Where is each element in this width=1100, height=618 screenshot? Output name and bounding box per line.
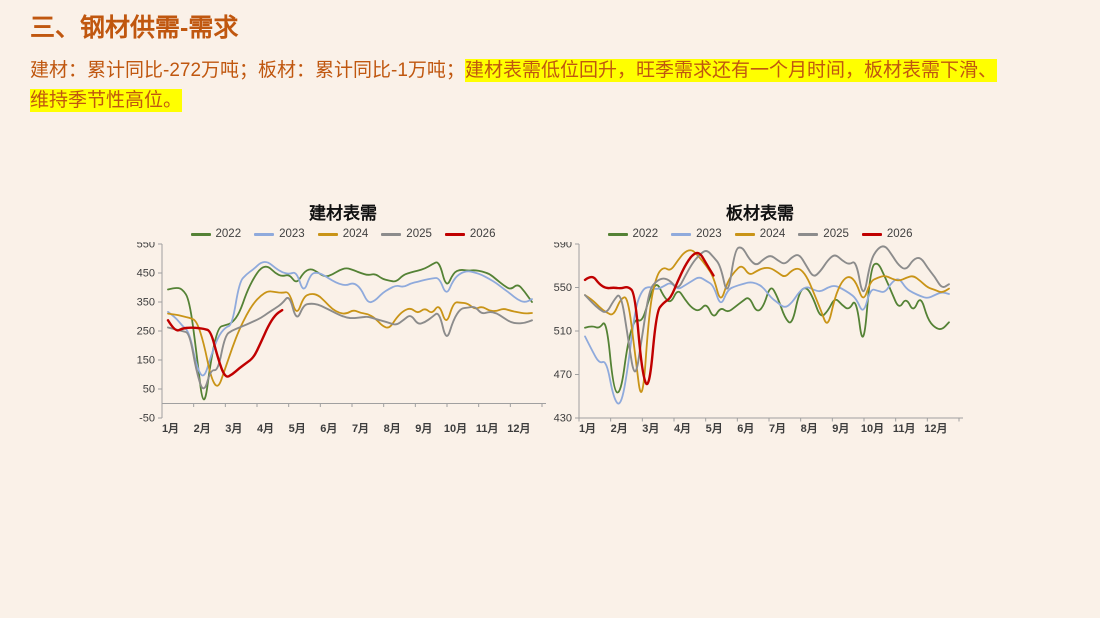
x-axis-label: 10月 xyxy=(861,422,884,435)
body-text-highlight-1: 建材表需低位回升，旺季需求还有一个月时间，板材表需下滑、 xyxy=(464,59,997,82)
chart-plot-building-materials: 550 450 350 250 150 50 -50 1月 2月 3月 4月 5月 6月 7月 8月 9月 10… xyxy=(137,239,546,435)
y-axis-label: 510 xyxy=(554,326,572,338)
chart-plate-demand: 板材表需 2022 2023 2024 2025 2026 590 550 510 470 43… xyxy=(545,202,975,450)
legend-label-2022: 2022 xyxy=(632,228,659,240)
chart-title-building-materials: 建材表需 xyxy=(309,204,377,224)
legend-item-2023: 2023 xyxy=(254,228,305,240)
legend-swatch-2023 xyxy=(671,232,692,236)
series-2025-line xyxy=(584,245,950,373)
x-axis-label: 6月 xyxy=(320,422,337,435)
legend-label-2025: 2025 xyxy=(406,228,432,240)
x-axis-label: 4月 xyxy=(674,422,691,435)
x-axis-label: 4月 xyxy=(257,422,274,435)
series-2024-line xyxy=(584,249,950,393)
legend-item-2022: 2022 xyxy=(607,228,659,240)
y-axis-label: 350 xyxy=(137,297,155,309)
legend-swatch-2025 xyxy=(798,232,819,236)
x-axis-label: 7月 xyxy=(769,422,786,435)
x-axis-label: 3月 xyxy=(225,422,242,435)
legend-label-2026: 2026 xyxy=(886,228,913,240)
y-axis-label: -50 xyxy=(139,413,155,425)
legend-label-2026: 2026 xyxy=(469,228,496,240)
legend-item-2024: 2024 xyxy=(734,228,786,240)
legend-item-2025: 2025 xyxy=(381,228,432,240)
legend-swatch-2022 xyxy=(607,232,628,236)
page-title: 三、钢材供需-需求 xyxy=(30,14,239,42)
series-2023-line xyxy=(584,276,950,405)
x-axis-label: 2月 xyxy=(611,422,628,435)
y-axis-label: 150 xyxy=(137,355,155,367)
legend-swatch-2026 xyxy=(444,232,465,236)
series-2025-line xyxy=(167,296,533,390)
x-axis-label: 11月 xyxy=(476,422,499,435)
series-2026-line xyxy=(583,251,715,386)
x-axis-label: 6月 xyxy=(737,422,754,435)
x-axis-label: 5月 xyxy=(706,422,723,435)
x-axis-label: 12月 xyxy=(507,422,530,435)
body-text-highlight-2: 维持季节性高位。 xyxy=(30,89,183,112)
legend-item-2026: 2026 xyxy=(861,228,913,240)
body-text-plain: 建材：累计同比-272万吨；板材：累计同比-1万吨； xyxy=(30,60,465,81)
series-2026-line xyxy=(166,308,284,378)
legend-item-2026: 2026 xyxy=(444,228,496,240)
body-text: 建材：累计同比-272万吨；板材：累计同比-1万吨；建材表需低位回升，旺季需求还… xyxy=(30,56,1092,116)
x-axis-label: 9月 xyxy=(832,422,849,435)
legend-item-2025: 2025 xyxy=(798,228,849,240)
y-axis-label: 450 xyxy=(137,268,155,280)
legend-item-2022: 2022 xyxy=(190,228,242,240)
x-axis-label: 1月 xyxy=(579,422,596,435)
chart-title-plate: 板材表需 xyxy=(726,204,794,224)
x-axis-label: 1月 xyxy=(162,422,179,435)
legend-label-2024: 2024 xyxy=(342,228,369,240)
y-axis-label: 250 xyxy=(137,326,155,338)
chart-building-materials-demand: 建材表需 2022 2023 2024 2025 2026 550 450 350 250 15… xyxy=(128,202,558,450)
legend-swatch-2022 xyxy=(190,232,211,236)
legend-item-2024: 2024 xyxy=(317,228,369,240)
legend-swatch-2023 xyxy=(254,232,275,236)
legend-label-2023: 2023 xyxy=(279,228,305,240)
legend-swatch-2024 xyxy=(734,232,755,236)
y-axis-label: 550 xyxy=(554,282,572,294)
legend-label-2025: 2025 xyxy=(823,228,849,240)
x-axis-label: 11月 xyxy=(893,422,916,435)
y-axis-label: 50 xyxy=(143,384,155,396)
chart-legend: 2022 2023 2024 2025 2026 xyxy=(128,226,558,242)
series-2023-line xyxy=(167,261,533,377)
legend-label-2023: 2023 xyxy=(696,228,722,240)
x-axis-label: 2月 xyxy=(194,422,211,435)
x-axis-label: 5月 xyxy=(289,422,306,435)
legend-swatch-2025 xyxy=(381,232,402,236)
chart-plot-plate: 590 550 510 470 430 1月 2月 3月 4月 5月 6月 7月 8月 9月 10月 11月 1… xyxy=(554,239,963,435)
legend-item-2023: 2023 xyxy=(671,228,722,240)
y-axis-label: 590 xyxy=(554,242,572,251)
legend-swatch-2024 xyxy=(317,232,338,236)
x-axis-label: 12月 xyxy=(924,422,947,435)
x-axis-label: 8月 xyxy=(801,422,818,435)
y-axis-label: 470 xyxy=(554,369,572,381)
legend-label-2024: 2024 xyxy=(759,228,786,240)
x-axis-label: 10月 xyxy=(444,422,467,435)
x-axis-label: 9月 xyxy=(415,422,432,435)
x-axis-label: 8月 xyxy=(384,422,401,435)
chart-legend: 2022 2023 2024 2025 2026 xyxy=(545,226,975,242)
x-axis-label: 3月 xyxy=(642,422,659,435)
series-2024-line xyxy=(167,290,533,387)
y-axis-label: 430 xyxy=(554,413,572,425)
legend-label-2022: 2022 xyxy=(215,228,242,240)
legend-swatch-2026 xyxy=(861,232,882,236)
y-axis-label: 550 xyxy=(137,242,155,251)
x-axis-label: 7月 xyxy=(352,422,369,435)
series-2022-line xyxy=(584,262,950,394)
